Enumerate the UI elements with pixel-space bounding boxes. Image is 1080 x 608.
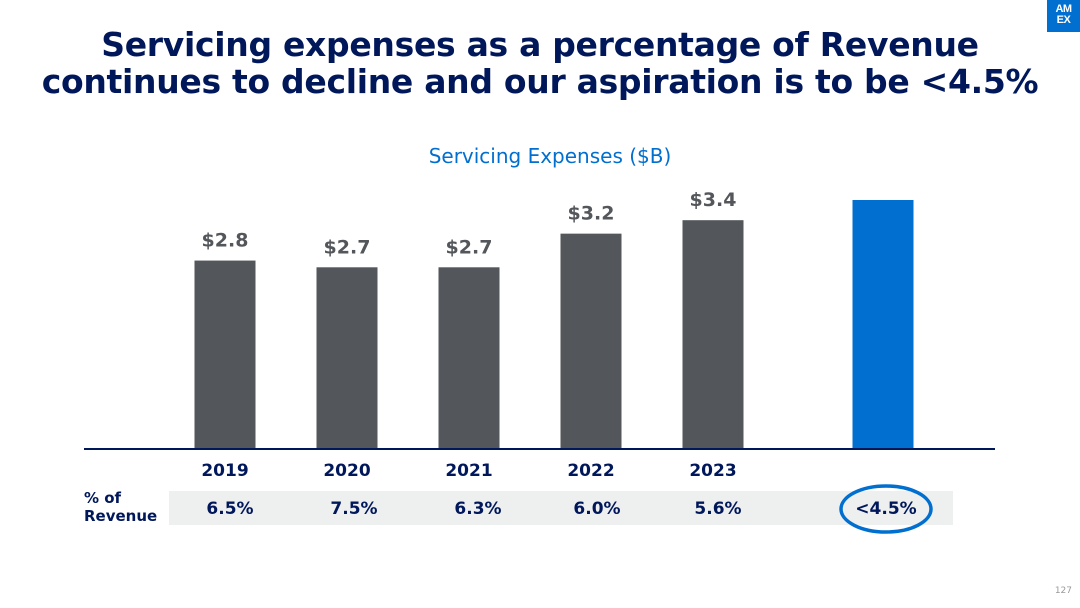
bar-2020 <box>316 267 378 449</box>
value-label-2023: $3.4 <box>690 189 737 211</box>
value-label-2020: $2.7 <box>324 236 371 258</box>
target-highlight-ellipse <box>839 484 933 534</box>
pct-label-2019: 6.5% <box>206 499 253 519</box>
value-label-2021: $2.7 <box>446 236 493 258</box>
value-label-2022: $3.2 <box>568 203 615 225</box>
value-label-2019: $2.8 <box>202 230 249 252</box>
year-label-2022: 2022 <box>567 461 614 481</box>
amex-logo: AM EX <box>1047 0 1080 32</box>
pct-label-target: <4.5% <box>855 499 916 519</box>
page-title: Servicing expenses as a percentage of Re… <box>0 26 1080 100</box>
bar-2023 <box>682 220 744 449</box>
title-line-2: continues to decline and our aspiration … <box>41 62 1039 101</box>
pct-label-2020: 7.5% <box>330 499 377 519</box>
chart-title: Servicing Expenses ($B) <box>428 144 672 168</box>
year-label-2021: 2021 <box>445 461 492 481</box>
logo-text-bottom: EX <box>1056 14 1071 26</box>
bar-2021 <box>438 267 500 449</box>
year-label-2020: 2020 <box>323 461 370 481</box>
bar-2019 <box>194 260 256 449</box>
year-label-2019: 2019 <box>201 461 248 481</box>
year-label-2023: 2023 <box>689 461 736 481</box>
logo-text-top: AM <box>1055 3 1072 15</box>
pct-label-2021: 6.3% <box>454 499 501 519</box>
pct-label-2022: 6.0% <box>573 499 620 519</box>
page-number: 127 <box>1054 586 1072 596</box>
pct-of-revenue-row-label: % of Revenue <box>84 489 157 525</box>
title-line-1: Servicing expenses as a percentage of Re… <box>101 25 979 64</box>
pct-label-2023: 5.6% <box>694 499 741 519</box>
bar-2022 <box>560 233 622 449</box>
row-label-line-2: Revenue <box>84 507 158 525</box>
pct-row-band <box>169 491 953 525</box>
row-label-line-1: % of <box>84 489 122 507</box>
bar-target <box>852 200 914 449</box>
